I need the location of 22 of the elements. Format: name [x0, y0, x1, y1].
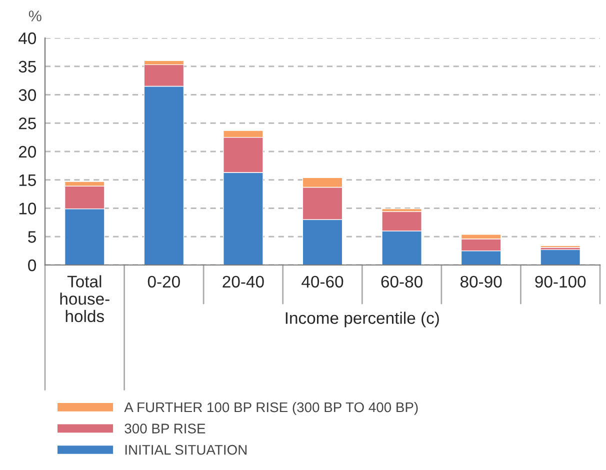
y-tick-label: 25 — [18, 118, 36, 130]
x-axis-title: Income percentile (c) — [286, 312, 439, 328]
legend-label: A FURTHER 100 BP RISE (300 BP TO 400 BP) — [124, 402, 418, 415]
x-tick-label: 40-60 — [302, 276, 344, 288]
x-tick-label: 80-90 — [460, 276, 502, 288]
y-tick-label: 15 — [19, 174, 36, 186]
legend-label: INITIAL SITUATION — [125, 444, 247, 455]
x-tick-label: Total house-holds — [60, 275, 110, 322]
y-tick-label: 30 — [18, 89, 36, 101]
x-tick-label: 90-100 — [535, 276, 586, 288]
y-tick-label: 40 — [18, 32, 36, 44]
y-tick-label: 0 — [28, 259, 36, 272]
x-tick-label: 60-80 — [381, 276, 422, 288]
legend-label: 300 BP RISE — [124, 424, 206, 434]
y-tick-label: 10 — [19, 202, 36, 214]
y-tick-label: 20 — [18, 146, 36, 158]
y-tick-label: 5 — [28, 231, 36, 243]
y-axis-title: % — [28, 10, 42, 22]
x-tick-label: 20-40 — [222, 276, 264, 288]
y-tick-label: 35 — [18, 60, 36, 73]
x-tick-label: 0-20 — [148, 276, 180, 288]
bar — [540, 249, 581, 265]
